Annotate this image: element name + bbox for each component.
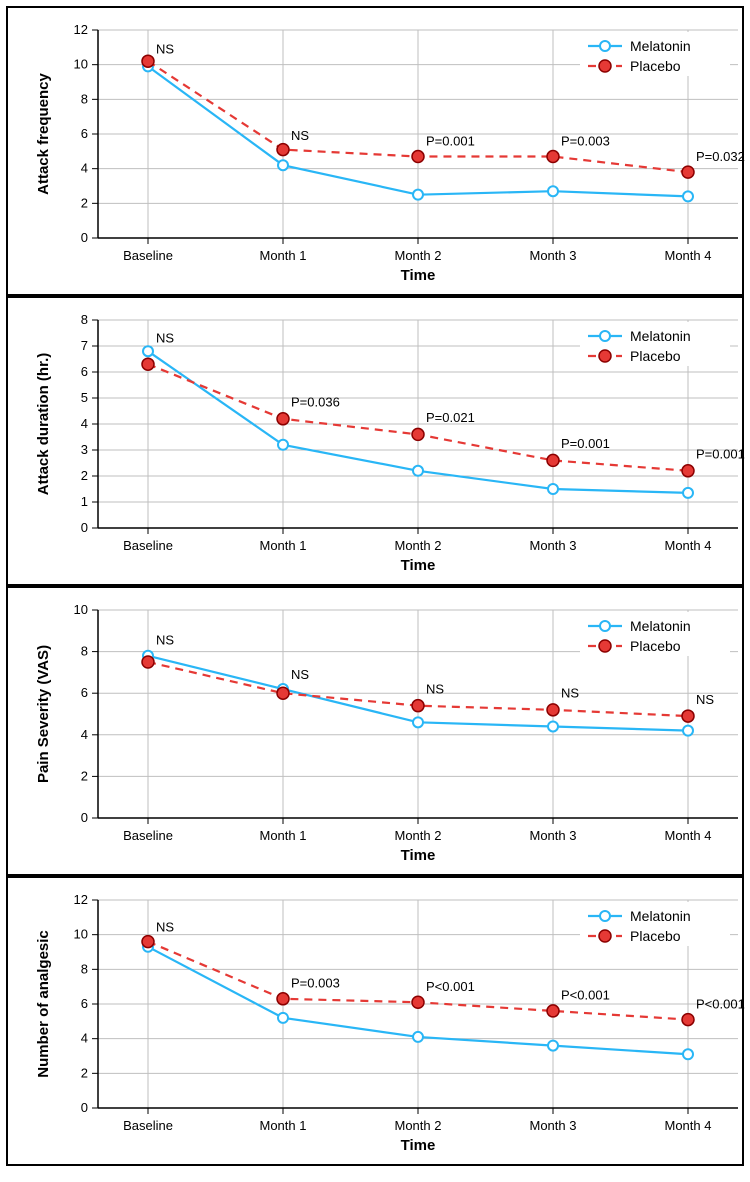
- svg-text:Month 2: Month 2: [395, 538, 442, 553]
- svg-text:NS: NS: [291, 128, 309, 143]
- svg-text:Melatonin: Melatonin: [630, 618, 691, 634]
- svg-text:Placebo: Placebo: [630, 58, 681, 74]
- svg-text:4: 4: [81, 1031, 88, 1046]
- svg-text:Month 2: Month 2: [395, 1118, 442, 1133]
- chart-pain-severity: 0 2 4 6 8 10 Baseline Month 1 Month 2 Month 3 Mont…: [20, 598, 750, 868]
- y-axis-label: Pain Severity (VAS): [35, 645, 52, 783]
- svg-text:Month 3: Month 3: [530, 248, 577, 263]
- svg-text:Month 1: Month 1: [260, 1118, 307, 1133]
- svg-text:0: 0: [81, 230, 88, 245]
- svg-text:Melatonin: Melatonin: [630, 38, 691, 54]
- legend: Melatonin Placebo: [580, 322, 730, 366]
- svg-text:8: 8: [81, 961, 88, 976]
- svg-text:12: 12: [74, 892, 88, 907]
- panel-pain-severity: 0 2 4 6 8 10 Baseline Month 1 Month 2 Month 3 Mont…: [6, 586, 744, 876]
- svg-text:6: 6: [81, 996, 88, 1011]
- svg-text:NS: NS: [561, 686, 579, 701]
- svg-text:Month 3: Month 3: [530, 828, 577, 843]
- chart-number-analgesic: 0 2 4 6 8 10 12 Baseline Month 1 Month 2 Month 3 Mo…: [20, 888, 750, 1158]
- svg-text:Baseline: Baseline: [123, 248, 173, 263]
- svg-text:P=0.036: P=0.036: [291, 394, 340, 409]
- svg-text:4: 4: [81, 161, 88, 176]
- svg-text:Month 3: Month 3: [530, 1118, 577, 1133]
- y-axis-label: Number of analgesic: [35, 930, 52, 1078]
- svg-text:4: 4: [81, 416, 88, 431]
- svg-text:NS: NS: [156, 331, 174, 346]
- svg-text:NS: NS: [156, 633, 174, 648]
- svg-text:P<0.001: P<0.001: [426, 979, 475, 994]
- panel-attack-frequency: 0 2 4 6 8 10 12 Baseline Month 1 Month 2 Month 3 Mo…: [6, 6, 744, 296]
- svg-text:P=0.032: P=0.032: [696, 149, 745, 164]
- svg-text:6: 6: [81, 126, 88, 141]
- svg-text:Month 4: Month 4: [665, 828, 712, 843]
- panel-number-analgesic: 0 2 4 6 8 10 12 Baseline Month 1 Month 2 Month 3 Mo…: [6, 876, 744, 1166]
- svg-text:8: 8: [81, 312, 88, 327]
- svg-text:1: 1: [81, 494, 88, 509]
- svg-text:2: 2: [81, 468, 88, 483]
- svg-text:P=0.003: P=0.003: [561, 133, 610, 148]
- chart-attack-duration: 0 1 2 3 4 5 6 7 8 Baseline Month 1 Month 2 Month 3 Mo…: [20, 308, 750, 578]
- svg-text:8: 8: [81, 91, 88, 106]
- svg-text:7: 7: [81, 338, 88, 353]
- svg-text:3: 3: [81, 442, 88, 457]
- svg-text:NS: NS: [156, 919, 174, 934]
- y-axis-label: Attack frequency: [35, 72, 52, 194]
- svg-text:P=0.001: P=0.001: [426, 133, 475, 148]
- svg-text:6: 6: [81, 364, 88, 379]
- svg-text:10: 10: [74, 57, 88, 72]
- svg-text:P<0.001: P<0.001: [696, 996, 745, 1011]
- svg-text:5: 5: [81, 390, 88, 405]
- svg-text:Placebo: Placebo: [630, 638, 681, 654]
- svg-text:8: 8: [81, 644, 88, 659]
- legend: Melatonin Placebo: [580, 902, 730, 946]
- svg-text:Baseline: Baseline: [123, 1118, 173, 1133]
- svg-text:P=0.001: P=0.001: [696, 446, 745, 461]
- svg-text:NS: NS: [156, 41, 174, 56]
- svg-text:0: 0: [81, 520, 88, 535]
- svg-text:4: 4: [81, 727, 88, 742]
- chart-attack-frequency: 0 2 4 6 8 10 12 Baseline Month 1 Month 2 Month 3 Mo…: [20, 18, 750, 288]
- svg-text:Month 3: Month 3: [530, 538, 577, 553]
- legend: Melatonin Placebo: [580, 612, 730, 656]
- legend: Melatonin Placebo: [580, 32, 730, 76]
- svg-text:2: 2: [81, 195, 88, 210]
- svg-text:0: 0: [81, 810, 88, 825]
- svg-text:Placebo: Placebo: [630, 348, 681, 364]
- svg-text:Month 1: Month 1: [260, 248, 307, 263]
- svg-text:Month 2: Month 2: [395, 828, 442, 843]
- svg-text:Melatonin: Melatonin: [630, 908, 691, 924]
- x-axis-label: Time: [401, 267, 436, 284]
- svg-text:Baseline: Baseline: [123, 538, 173, 553]
- svg-text:2: 2: [81, 1065, 88, 1080]
- svg-text:Month 1: Month 1: [260, 538, 307, 553]
- svg-text:12: 12: [74, 22, 88, 37]
- x-axis-label: Time: [401, 1137, 436, 1154]
- svg-text:10: 10: [74, 602, 88, 617]
- y-axis-label: Attack duration (hr.): [35, 353, 52, 496]
- svg-text:NS: NS: [426, 681, 444, 696]
- svg-text:2: 2: [81, 768, 88, 783]
- svg-text:0: 0: [81, 1100, 88, 1115]
- panel-attack-duration: 0 1 2 3 4 5 6 7 8 Baseline Month 1 Month 2 Month 3 Mo…: [6, 296, 744, 586]
- svg-text:Month 4: Month 4: [665, 1118, 712, 1133]
- svg-text:P=0.021: P=0.021: [426, 410, 475, 425]
- svg-text:NS: NS: [696, 692, 714, 707]
- x-axis-label: Time: [401, 847, 436, 864]
- svg-text:Melatonin: Melatonin: [630, 328, 691, 344]
- svg-text:P<0.001: P<0.001: [561, 988, 610, 1003]
- svg-text:Baseline: Baseline: [123, 828, 173, 843]
- svg-text:Month 1: Month 1: [260, 828, 307, 843]
- figure: 024681012BaselineMonth 1Month 2Month 3Mo…: [0, 0, 750, 1172]
- svg-text:10: 10: [74, 927, 88, 942]
- svg-text:NS: NS: [291, 667, 309, 682]
- svg-text:Month 4: Month 4: [665, 248, 712, 263]
- svg-text:Month 2: Month 2: [395, 248, 442, 263]
- svg-text:Month 4: Month 4: [665, 538, 712, 553]
- svg-text:P=0.001: P=0.001: [561, 436, 610, 451]
- x-axis-label: Time: [401, 557, 436, 574]
- svg-text:P=0.003: P=0.003: [291, 976, 340, 991]
- svg-text:Placebo: Placebo: [630, 928, 681, 944]
- svg-text:6: 6: [81, 685, 88, 700]
